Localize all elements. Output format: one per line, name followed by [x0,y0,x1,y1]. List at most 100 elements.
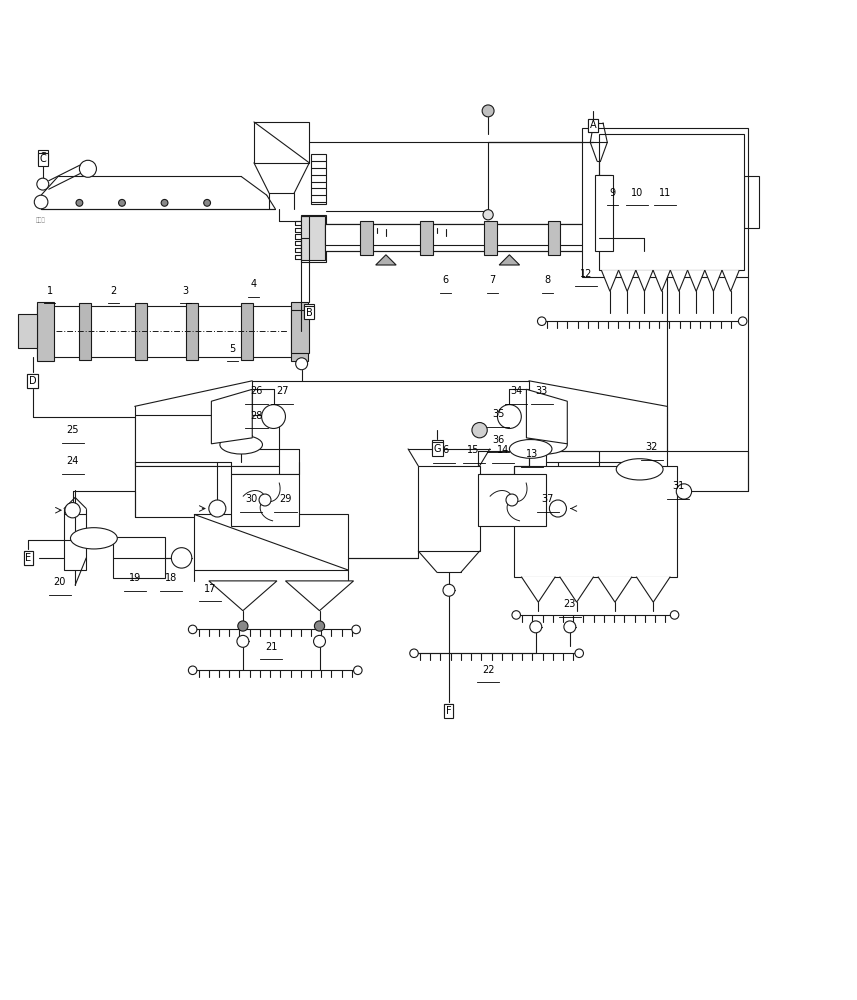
Ellipse shape [70,528,117,549]
Polygon shape [526,389,567,444]
Text: 14: 14 [497,445,510,455]
Bar [325,224,626,245]
Circle shape [237,621,248,631]
Text: F: F [446,705,452,715]
Bar [478,449,559,470]
Bar [218,449,303,470]
Polygon shape [375,255,396,265]
Text: 12: 12 [580,269,592,279]
Circle shape [352,625,361,634]
Circle shape [37,178,49,190]
Bar [291,302,308,361]
Circle shape [189,666,197,675]
Text: 21: 21 [265,642,277,652]
Bar [291,310,309,353]
Ellipse shape [509,440,552,458]
Circle shape [443,584,455,596]
Text: 8: 8 [545,275,551,285]
Circle shape [482,105,494,117]
Bar [231,474,299,526]
Circle shape [537,317,546,325]
Bar [484,221,496,255]
Circle shape [506,494,518,506]
Text: G: G [434,444,440,454]
Circle shape [237,635,249,647]
Polygon shape [209,581,277,611]
Circle shape [171,548,192,568]
Text: 16: 16 [438,445,450,455]
Polygon shape [722,270,740,291]
Circle shape [76,199,83,206]
Text: A: A [590,120,596,130]
Bar [626,218,644,257]
Text: 30: 30 [245,494,257,504]
Bar [478,474,546,526]
Bar [311,154,327,204]
Ellipse shape [616,459,663,480]
Text: A: A [590,120,596,130]
Circle shape [161,199,168,206]
Bar [113,537,165,578]
Bar [37,302,54,361]
Circle shape [670,611,679,619]
Text: 6: 6 [442,275,448,285]
Polygon shape [598,577,632,602]
Bar [599,221,612,255]
Polygon shape [653,270,670,291]
Text: 35: 35 [492,409,505,419]
Circle shape [296,358,308,370]
Bar [135,415,279,466]
Text: 15: 15 [467,445,480,455]
Polygon shape [670,270,687,291]
Text: 32: 32 [645,442,658,452]
Text: 10: 10 [631,188,644,198]
Text: 22: 22 [482,665,494,675]
Bar [582,128,748,277]
Text: 36: 36 [492,435,505,445]
Bar [195,514,348,570]
Text: G: G [434,442,440,452]
Circle shape [472,423,488,438]
Circle shape [34,195,48,209]
Text: 33: 33 [536,386,548,396]
Circle shape [354,666,363,675]
Bar [548,221,560,255]
Bar [418,466,480,551]
Text: B: B [306,306,313,316]
Bar [744,176,758,228]
Bar [301,216,325,260]
Bar [186,303,198,360]
Text: 7: 7 [489,275,495,285]
Circle shape [80,160,97,177]
Text: 3: 3 [183,286,189,296]
Text: 29: 29 [279,494,291,504]
Polygon shape [619,270,636,291]
Bar [254,122,309,163]
Circle shape [261,405,285,428]
Text: C: C [39,152,46,162]
Text: D: D [29,376,36,386]
Bar [135,303,147,360]
Bar [595,175,614,251]
Bar [301,215,327,262]
Circle shape [209,500,226,517]
Text: 24: 24 [66,456,79,466]
Text: 13: 13 [526,449,538,459]
Text: 18: 18 [165,573,177,583]
Text: D: D [29,376,36,386]
Polygon shape [212,389,252,444]
Polygon shape [521,577,555,602]
Text: 17: 17 [203,584,216,594]
Bar [135,466,279,517]
Text: 5: 5 [230,344,236,354]
Text: 旋转窑: 旋转窑 [36,217,46,223]
Text: 31: 31 [672,481,684,491]
Circle shape [575,649,584,658]
Bar [361,221,373,255]
Circle shape [549,500,566,517]
Circle shape [564,621,576,633]
Text: 34: 34 [510,386,522,396]
Bar [64,514,87,570]
Text: 2: 2 [111,286,117,296]
Bar [37,306,301,357]
